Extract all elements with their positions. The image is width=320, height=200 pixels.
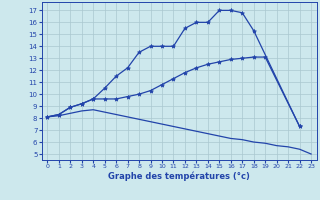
X-axis label: Graphe des températures (°c): Graphe des températures (°c) [108,172,250,181]
